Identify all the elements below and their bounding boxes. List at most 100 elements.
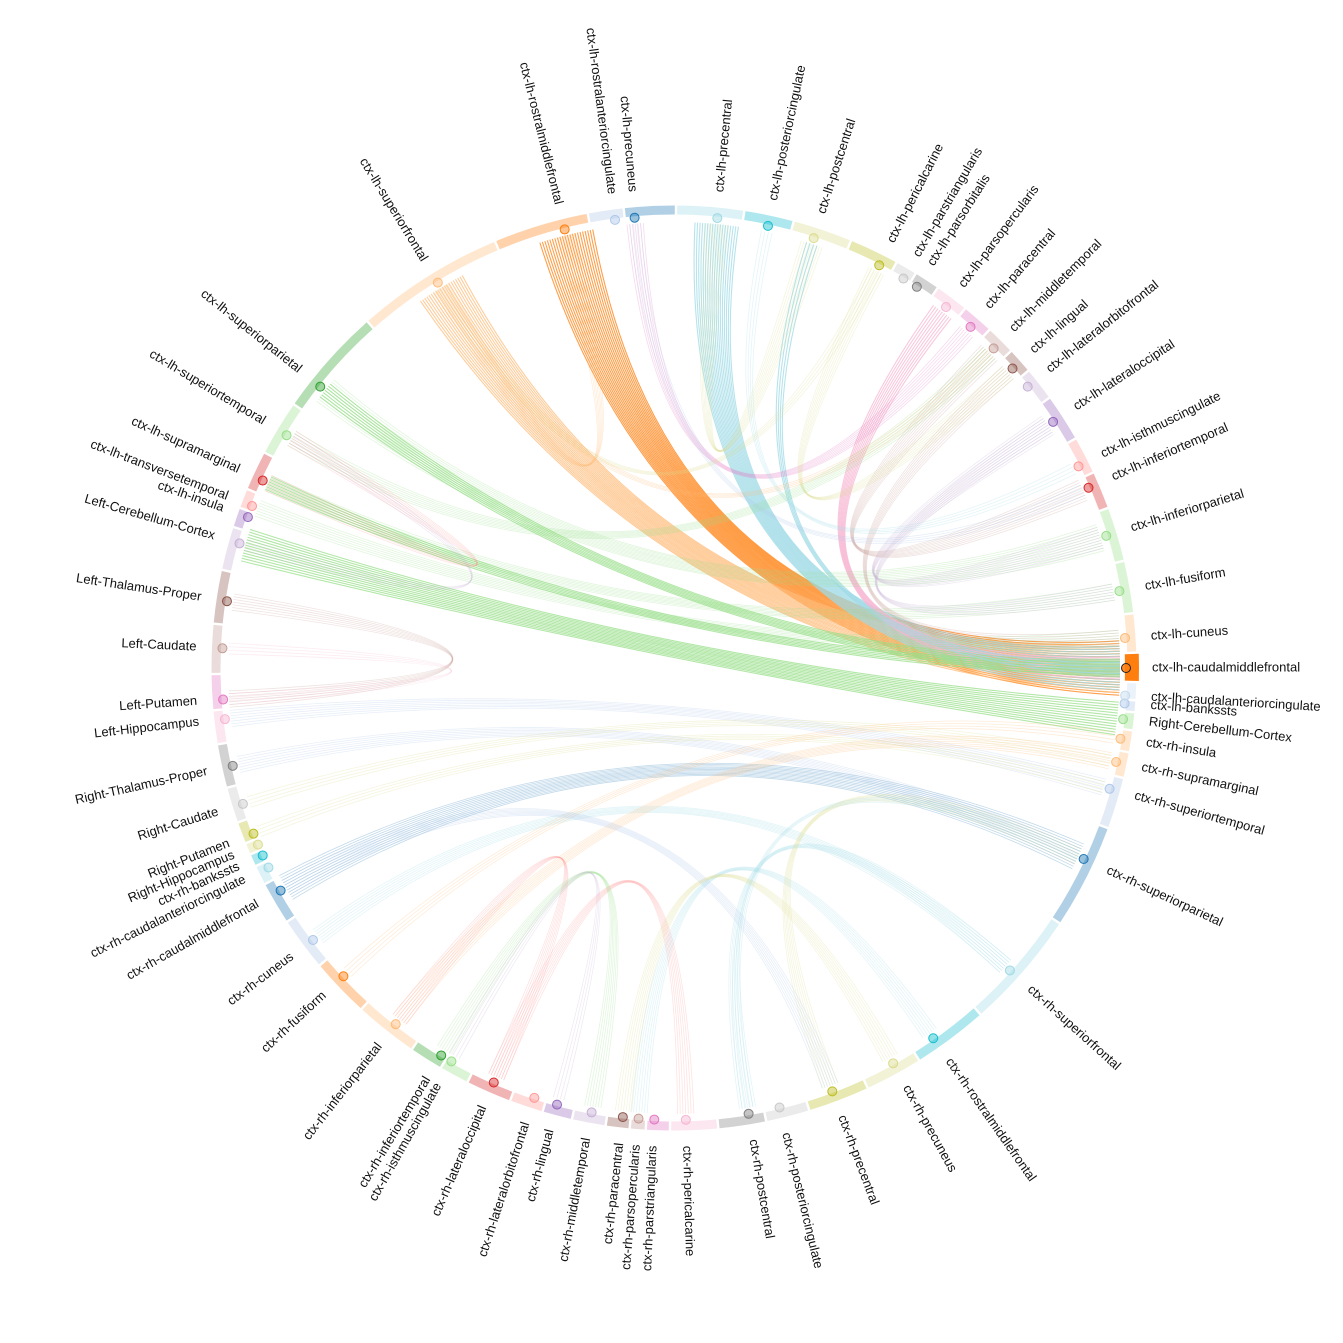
node-arc-ctx-lh-lateralorbitofrontal <box>1022 371 1049 403</box>
node-label: ctx-rh-lateraloccipital <box>428 1103 489 1218</box>
node-label: ctx-lh-rostralmiddlefrontal <box>517 61 567 206</box>
node-marker-ctx-rh-superiortemporal <box>1104 783 1115 794</box>
node-arc-ctx-rh-lingual <box>543 1103 573 1119</box>
node-marker-ctx-rh-paracentral <box>617 1112 628 1123</box>
node-marker-ctx-rh-caudalmiddlefrontal <box>275 885 286 896</box>
node-label: ctx-rh-fusiform <box>258 988 329 1056</box>
node-marker-ctx-lh-superiorparietal <box>315 381 326 392</box>
node-arc-ctx-lh-bankssts <box>1125 700 1136 712</box>
node-marker-ctx-lh-middletemporal <box>988 343 999 354</box>
link-ctx-lh-lateraloccipital--ctx-lh-fusiform <box>874 417 1115 615</box>
node-marker-ctx-lh-insula <box>242 512 253 523</box>
node-arc-ctx-rh-caudalanteriorcingulate <box>256 863 273 883</box>
node-arc-ctx-lh-fusiform <box>1115 561 1134 614</box>
node-marker-ctx-lh-precuneus <box>629 212 640 223</box>
node-arc-ctx-lh-precentral <box>677 205 744 220</box>
node-marker-Right-Caudate <box>237 798 248 809</box>
node-label: ctx-lh-cuneus <box>1150 623 1229 643</box>
node-marker-ctx-lh-lingual <box>1007 363 1018 374</box>
link-ctx-lh-postcentral--ctx-lh-precentral <box>699 223 823 453</box>
node-label: ctx-lh-superiorfrontal <box>357 155 432 264</box>
link-ctx-rh-superiorfrontal--ctx-rh-postcentral <box>728 843 1012 1110</box>
node-marker-ctx-rh-fusiform <box>338 971 349 982</box>
node-marker-Left-Hippocampus <box>219 714 230 725</box>
node-arc-ctx-rh-inferiorparietal <box>362 1003 417 1049</box>
link-ctx-rh-superiorfrontal--ctx-rh-cuneus <box>312 805 1012 973</box>
link-ctx-lh-caudalmiddlefrontal--ctx-lh-superiorfrontal <box>419 275 1121 694</box>
node-arc-ctx-lh-inferiortemporal <box>1085 473 1108 510</box>
node-marker-ctx-lh-lateralorbitofrontal <box>1022 381 1033 392</box>
node-label: ctx-lh-posteriorcingulate <box>765 64 808 202</box>
node-marker-Left-Putamen <box>218 694 229 705</box>
node-arc-Left-Hippocampus <box>213 710 227 744</box>
node-marker-ctx-lh-fusiform <box>1114 586 1125 597</box>
node-arc-ctx-lh-paracentral <box>960 309 989 336</box>
link-ctx-rh-precuneus--ctx-rh-paracentral <box>615 873 898 1113</box>
node-arc-ctx-rh-isthmuscingulate <box>442 1060 471 1082</box>
node-markers <box>217 212 1131 1125</box>
node-arc-ctx-rh-bankssts <box>251 851 264 865</box>
link-ctx-lh-lingual--ctx-lh-cuneus <box>862 366 1120 649</box>
node-marker-ctx-rh-inferiorparietal <box>390 1019 401 1030</box>
node-arc-ctx-lh-superiortemporal <box>265 405 301 456</box>
node-label: ctx-lh-bankssts <box>1150 697 1238 719</box>
node-label: ctx-rh-superiorparietal <box>1104 862 1225 929</box>
link-ctx-lh-pericalcarine--ctx-lh-superiorfrontal <box>435 267 882 476</box>
node-marker-ctx-rh-bankssts <box>257 850 268 861</box>
node-arc-ctx-rh-superiorfrontal <box>975 919 1060 1014</box>
node-arc-Right-Hippocampus <box>246 840 259 854</box>
link-Right-Cerebellum-Cortex--Left-Cerebellum-Cortex <box>240 528 1119 736</box>
node-label: ctx-rh-posteriorcingulate <box>779 1131 826 1270</box>
link-ctx-lh-paracentral--ctx-lh-precuneus <box>626 223 974 479</box>
node-arc-ctx-lh-pericalcarine <box>848 241 896 270</box>
link-ctx-lh-posteriorcingulate--ctx-lh-isthmuscingulate <box>745 230 1076 534</box>
node-arc-ctx-rh-cuneus <box>287 917 326 965</box>
link-Left-Caudate--Left-Putamen <box>228 642 452 705</box>
node-marker-ctx-rh-rostralmiddlefrontal <box>928 1033 939 1044</box>
node-marker-ctx-lh-inferiortemporal <box>1083 482 1094 493</box>
link-ctx-rh-caudalmiddlefrontal--ctx-rh-precentral <box>281 808 839 1089</box>
node-marker-ctx-rh-insula <box>1115 733 1126 744</box>
node-arc-ctx-rh-inferiortemporal <box>413 1042 445 1067</box>
node-label: ctx-rh-precentral <box>835 1113 882 1207</box>
node-arc-ctx-lh-postcentral <box>792 221 850 249</box>
node-label: ctx-lh-precuneus <box>618 95 641 193</box>
node-label: Right-Thalamus-Proper <box>74 763 210 807</box>
node-arc-ctx-rh-middletemporal <box>573 1110 606 1126</box>
node-arc-ctx-rh-supramarginal <box>1114 751 1129 777</box>
link-ctx-lh-caudalmiddlefrontal--ctx-lh-superiorparietal <box>319 383 1121 677</box>
node-marker-Right-Thalamus-Proper <box>227 760 238 771</box>
link-ctx-lh-fusiform--ctx-lh-supramarginal <box>264 475 1115 620</box>
node-arc-Right-Thalamus-Proper <box>218 744 236 787</box>
node-marker-ctx-lh-parsorbitalis <box>911 281 922 292</box>
connection-links <box>228 222 1121 1114</box>
node-marker-ctx-lh-parsopercularis <box>941 302 952 313</box>
node-label: ctx-rh-precuneus <box>900 1082 961 1175</box>
node-label: Left-Hippocampus <box>93 714 200 741</box>
node-arc-ctx-lh-superiorfrontal <box>368 241 498 328</box>
link-ctx-rh-precentral--ctx-rh-superiorparietal <box>782 794 1082 1089</box>
node-arc-ctx-lh-rostralanteriorcingulate <box>588 208 624 223</box>
node-arc-ctx-lh-cuneus <box>1124 614 1137 652</box>
node-arc-ctx-rh-paracentral <box>606 1116 630 1129</box>
node-label: ctx-rh-lingual <box>523 1127 557 1203</box>
node-marker-ctx-lh-supramarginal <box>257 475 268 486</box>
node-arc-Right-Putamen <box>238 820 254 843</box>
node-arc-Left-Putamen <box>211 675 223 710</box>
node-marker-ctx-rh-superiorparietal <box>1078 854 1089 865</box>
node-label: ctx-rh-postcentral <box>747 1138 778 1240</box>
node-arc-Left-Cerebellum-Cortex <box>222 528 242 571</box>
link-ctx-rh-inferiortemporal--ctx-rh-middletemporal <box>436 870 619 1109</box>
node-label: ctx-lh-superiortemporal <box>147 346 269 427</box>
node-marker-ctx-rh-posteriorcingulate <box>774 1102 785 1113</box>
node-arc-ctx-rh-insula <box>1120 730 1133 752</box>
node-marker-ctx-lh-postcentral <box>808 233 819 244</box>
node-marker-ctx-rh-caudalanteriorcingulate <box>263 862 274 873</box>
node-marker-Right-Cerebellum-Cortex <box>1118 714 1129 725</box>
node-arc-ctx-rh-pericalcarine <box>671 1119 718 1131</box>
node-marker-ctx-lh-inferiorparietal <box>1101 530 1112 541</box>
node-arc-ctx-lh-insula <box>233 509 249 529</box>
node-label: ctx-rh-middletemporal <box>556 1136 594 1262</box>
link-ctx-lh-inferiorparietal--ctx-lh-superiorparietal <box>316 379 1105 587</box>
